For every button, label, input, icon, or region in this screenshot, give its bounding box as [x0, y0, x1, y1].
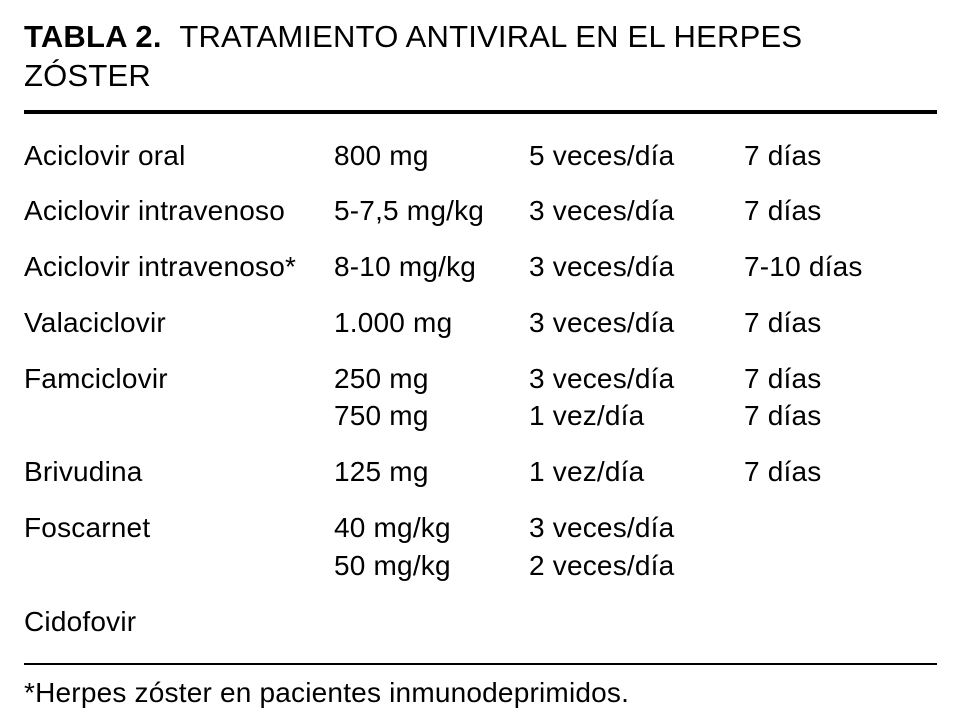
table-row: Valaciclovir 1.000 mg 3 veces/día 7 días — [24, 295, 937, 351]
cell-dur: 7 días 7 días — [744, 351, 937, 445]
cell-dose: 8-10 mg/kg — [334, 239, 529, 295]
cell-dur-line1: 7 días — [744, 363, 821, 394]
cell-freq: 3 veces/día — [529, 295, 744, 351]
table-title-text — [170, 19, 179, 54]
cell-freq: 5 veces/día — [529, 128, 744, 184]
cell-drug: Valaciclovir — [24, 295, 334, 351]
cell-dur: 7 días — [744, 183, 937, 239]
cell-drug: Aciclovir intravenoso* — [24, 239, 334, 295]
cell-dur — [744, 500, 937, 594]
cell-dur: 7 días — [744, 128, 937, 184]
cell-dose-line2: 750 mg — [334, 400, 429, 431]
table-row: Aciclovir intravenoso 5-7,5 mg/kg 3 vece… — [24, 183, 937, 239]
cell-freq: 3 veces/día — [529, 183, 744, 239]
cell-dose: 125 mg — [334, 444, 529, 500]
table-row: Brivudina 125 mg 1 vez/día 7 días — [24, 444, 937, 500]
table-row: Foscarnet 40 mg/kg 50 mg/kg 3 veces/día … — [24, 500, 937, 594]
cell-drug: Aciclovir oral — [24, 128, 334, 184]
cell-drug: Foscarnet — [24, 500, 334, 594]
cell-drug: Brivudina — [24, 444, 334, 500]
cell-dose: 800 mg — [334, 128, 529, 184]
table-row: Cidofovir — [24, 594, 937, 650]
top-rule — [24, 110, 937, 114]
cell-dose — [334, 594, 529, 650]
cell-freq-line2: 1 vez/día — [529, 400, 644, 431]
cell-freq: 3 veces/día 2 veces/día — [529, 500, 744, 594]
cell-freq: 1 vez/día — [529, 444, 744, 500]
cell-freq: 3 veces/día — [529, 239, 744, 295]
cell-drug: Cidofovir — [24, 594, 334, 650]
cell-dose: 250 mg 750 mg — [334, 351, 529, 445]
cell-dur: 7 días — [744, 295, 937, 351]
cell-dose-line1: 40 mg/kg — [334, 512, 451, 543]
cell-freq-line1: 3 veces/día — [529, 363, 674, 394]
table-footnote: *Herpes zóster en pacientes inmunodeprim… — [24, 665, 937, 709]
cell-dose: 5-7,5 mg/kg — [334, 183, 529, 239]
cell-freq-line1: 3 veces/día — [529, 512, 674, 543]
cell-dur — [744, 594, 937, 650]
table-row: Famciclovir 250 mg 750 mg 3 veces/día 1 … — [24, 351, 937, 445]
cell-freq — [529, 594, 744, 650]
cell-dose-line1: 250 mg — [334, 363, 429, 394]
cell-drug: Famciclovir — [24, 351, 334, 445]
cell-freq: 3 veces/día 1 vez/día — [529, 351, 744, 445]
cell-dur-line2: 7 días — [744, 400, 821, 431]
treatment-table: Aciclovir oral 800 mg 5 veces/día 7 días… — [24, 128, 937, 650]
table-title: TABLA 2. TRATAMIENTO ANTIVIRAL EN EL HER… — [24, 18, 937, 96]
table-row: Aciclovir oral 800 mg 5 veces/día 7 días — [24, 128, 937, 184]
cell-dose: 40 mg/kg 50 mg/kg — [334, 500, 529, 594]
cell-drug: Aciclovir intravenoso — [24, 183, 334, 239]
cell-freq-line2: 2 veces/día — [529, 550, 674, 581]
table-figure: TABLA 2. TRATAMIENTO ANTIVIRAL EN EL HER… — [0, 0, 961, 701]
cell-dur: 7 días — [744, 444, 937, 500]
cell-dur: 7-10 días — [744, 239, 937, 295]
table-row: Aciclovir intravenoso* 8-10 mg/kg 3 vece… — [24, 239, 937, 295]
table-label: TABLA 2. — [24, 19, 162, 54]
cell-dose-line2: 50 mg/kg — [334, 550, 451, 581]
cell-dose: 1.000 mg — [334, 295, 529, 351]
